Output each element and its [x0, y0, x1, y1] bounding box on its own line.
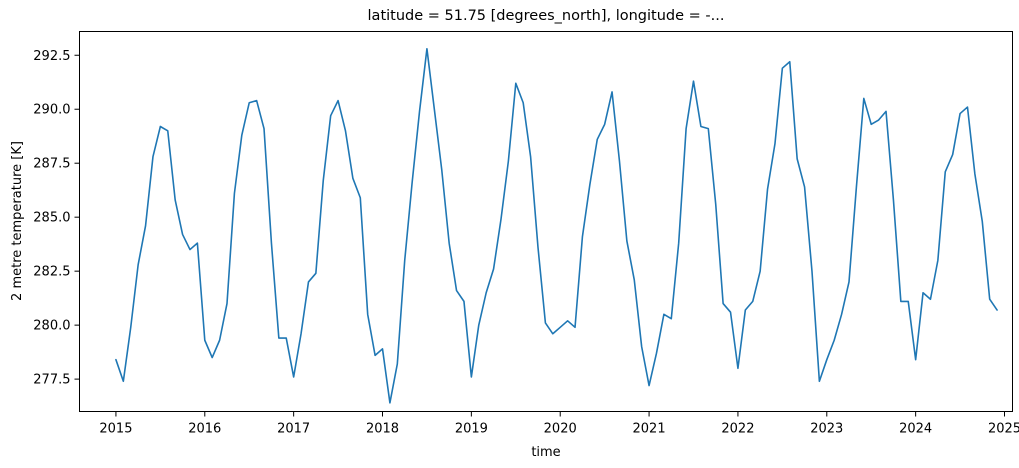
x-axis-title: time	[531, 445, 560, 460]
y-tick-label: 290.0	[33, 103, 70, 118]
chart-title: latitude = 51.75 [degrees_north], longit…	[368, 8, 725, 24]
y-tick-label: 282.5	[33, 265, 70, 280]
x-tick-label: 2022	[721, 422, 754, 437]
x-tick-label: 2017	[277, 422, 310, 437]
y-tick-label: 277.5	[33, 373, 70, 388]
x-tick-label: 2015	[99, 422, 132, 437]
plot-frame	[79, 31, 1013, 412]
y-tick-label: 285.0	[33, 211, 70, 226]
plot-area	[79, 31, 1013, 412]
x-tick-label: 2021	[633, 422, 666, 437]
y-tick-label: 280.0	[33, 319, 70, 334]
temperature-series-line	[115, 47, 998, 404]
y-axis-title: 2 metre temperature [K]	[10, 141, 25, 301]
x-tick-label: 2023	[810, 422, 843, 437]
x-tick-label: 2024	[899, 422, 932, 437]
x-axis: 2015 2016 2017 2018 2019 2020 2021 2022 2023 2024…	[99, 411, 1019, 437]
x-tick-label: 2020	[544, 422, 577, 437]
x-tick-label: 2016	[188, 422, 221, 437]
x-tick-label: 2018	[366, 422, 399, 437]
y-tick-label: 292.5	[33, 49, 70, 64]
x-tick-label: 2019	[455, 422, 488, 437]
y-tick-label: 287.5	[33, 157, 70, 172]
x-tick-label: 2025	[988, 422, 1019, 437]
y-axis: 277.5 280.0 282.5 285.0 287.5 290.0 292.5	[33, 49, 80, 388]
